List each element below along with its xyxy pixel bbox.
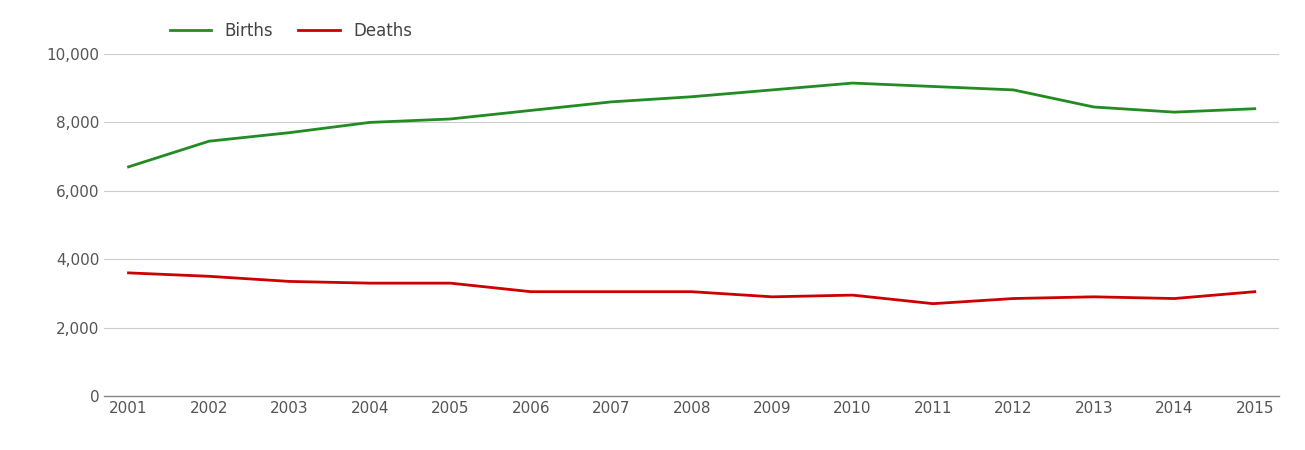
Births xyxy=(361,120,377,125)
Deaths xyxy=(1167,296,1182,301)
Births xyxy=(201,139,217,144)
Births xyxy=(925,84,941,89)
Births xyxy=(523,108,539,113)
Births xyxy=(1086,104,1101,110)
Births xyxy=(282,130,298,135)
Deaths xyxy=(201,274,217,279)
Deaths xyxy=(765,294,780,300)
Deaths xyxy=(523,289,539,294)
Births xyxy=(1248,106,1263,112)
Deaths xyxy=(442,280,458,286)
Deaths xyxy=(1248,289,1263,294)
Line: Deaths: Deaths xyxy=(128,273,1255,304)
Births xyxy=(1167,109,1182,115)
Deaths xyxy=(1006,296,1022,301)
Deaths xyxy=(603,289,619,294)
Deaths xyxy=(282,279,298,284)
Line: Births: Births xyxy=(128,83,1255,167)
Deaths xyxy=(361,280,377,286)
Deaths xyxy=(120,270,136,275)
Births xyxy=(120,164,136,170)
Births xyxy=(765,87,780,93)
Deaths xyxy=(1086,294,1101,300)
Births xyxy=(844,81,860,86)
Deaths xyxy=(925,301,941,306)
Births xyxy=(442,116,458,122)
Births xyxy=(603,99,619,104)
Births xyxy=(684,94,699,99)
Births xyxy=(1006,87,1022,93)
Deaths xyxy=(684,289,699,294)
Deaths xyxy=(844,292,860,298)
Legend: Births, Deaths: Births, Deaths xyxy=(163,16,419,47)
